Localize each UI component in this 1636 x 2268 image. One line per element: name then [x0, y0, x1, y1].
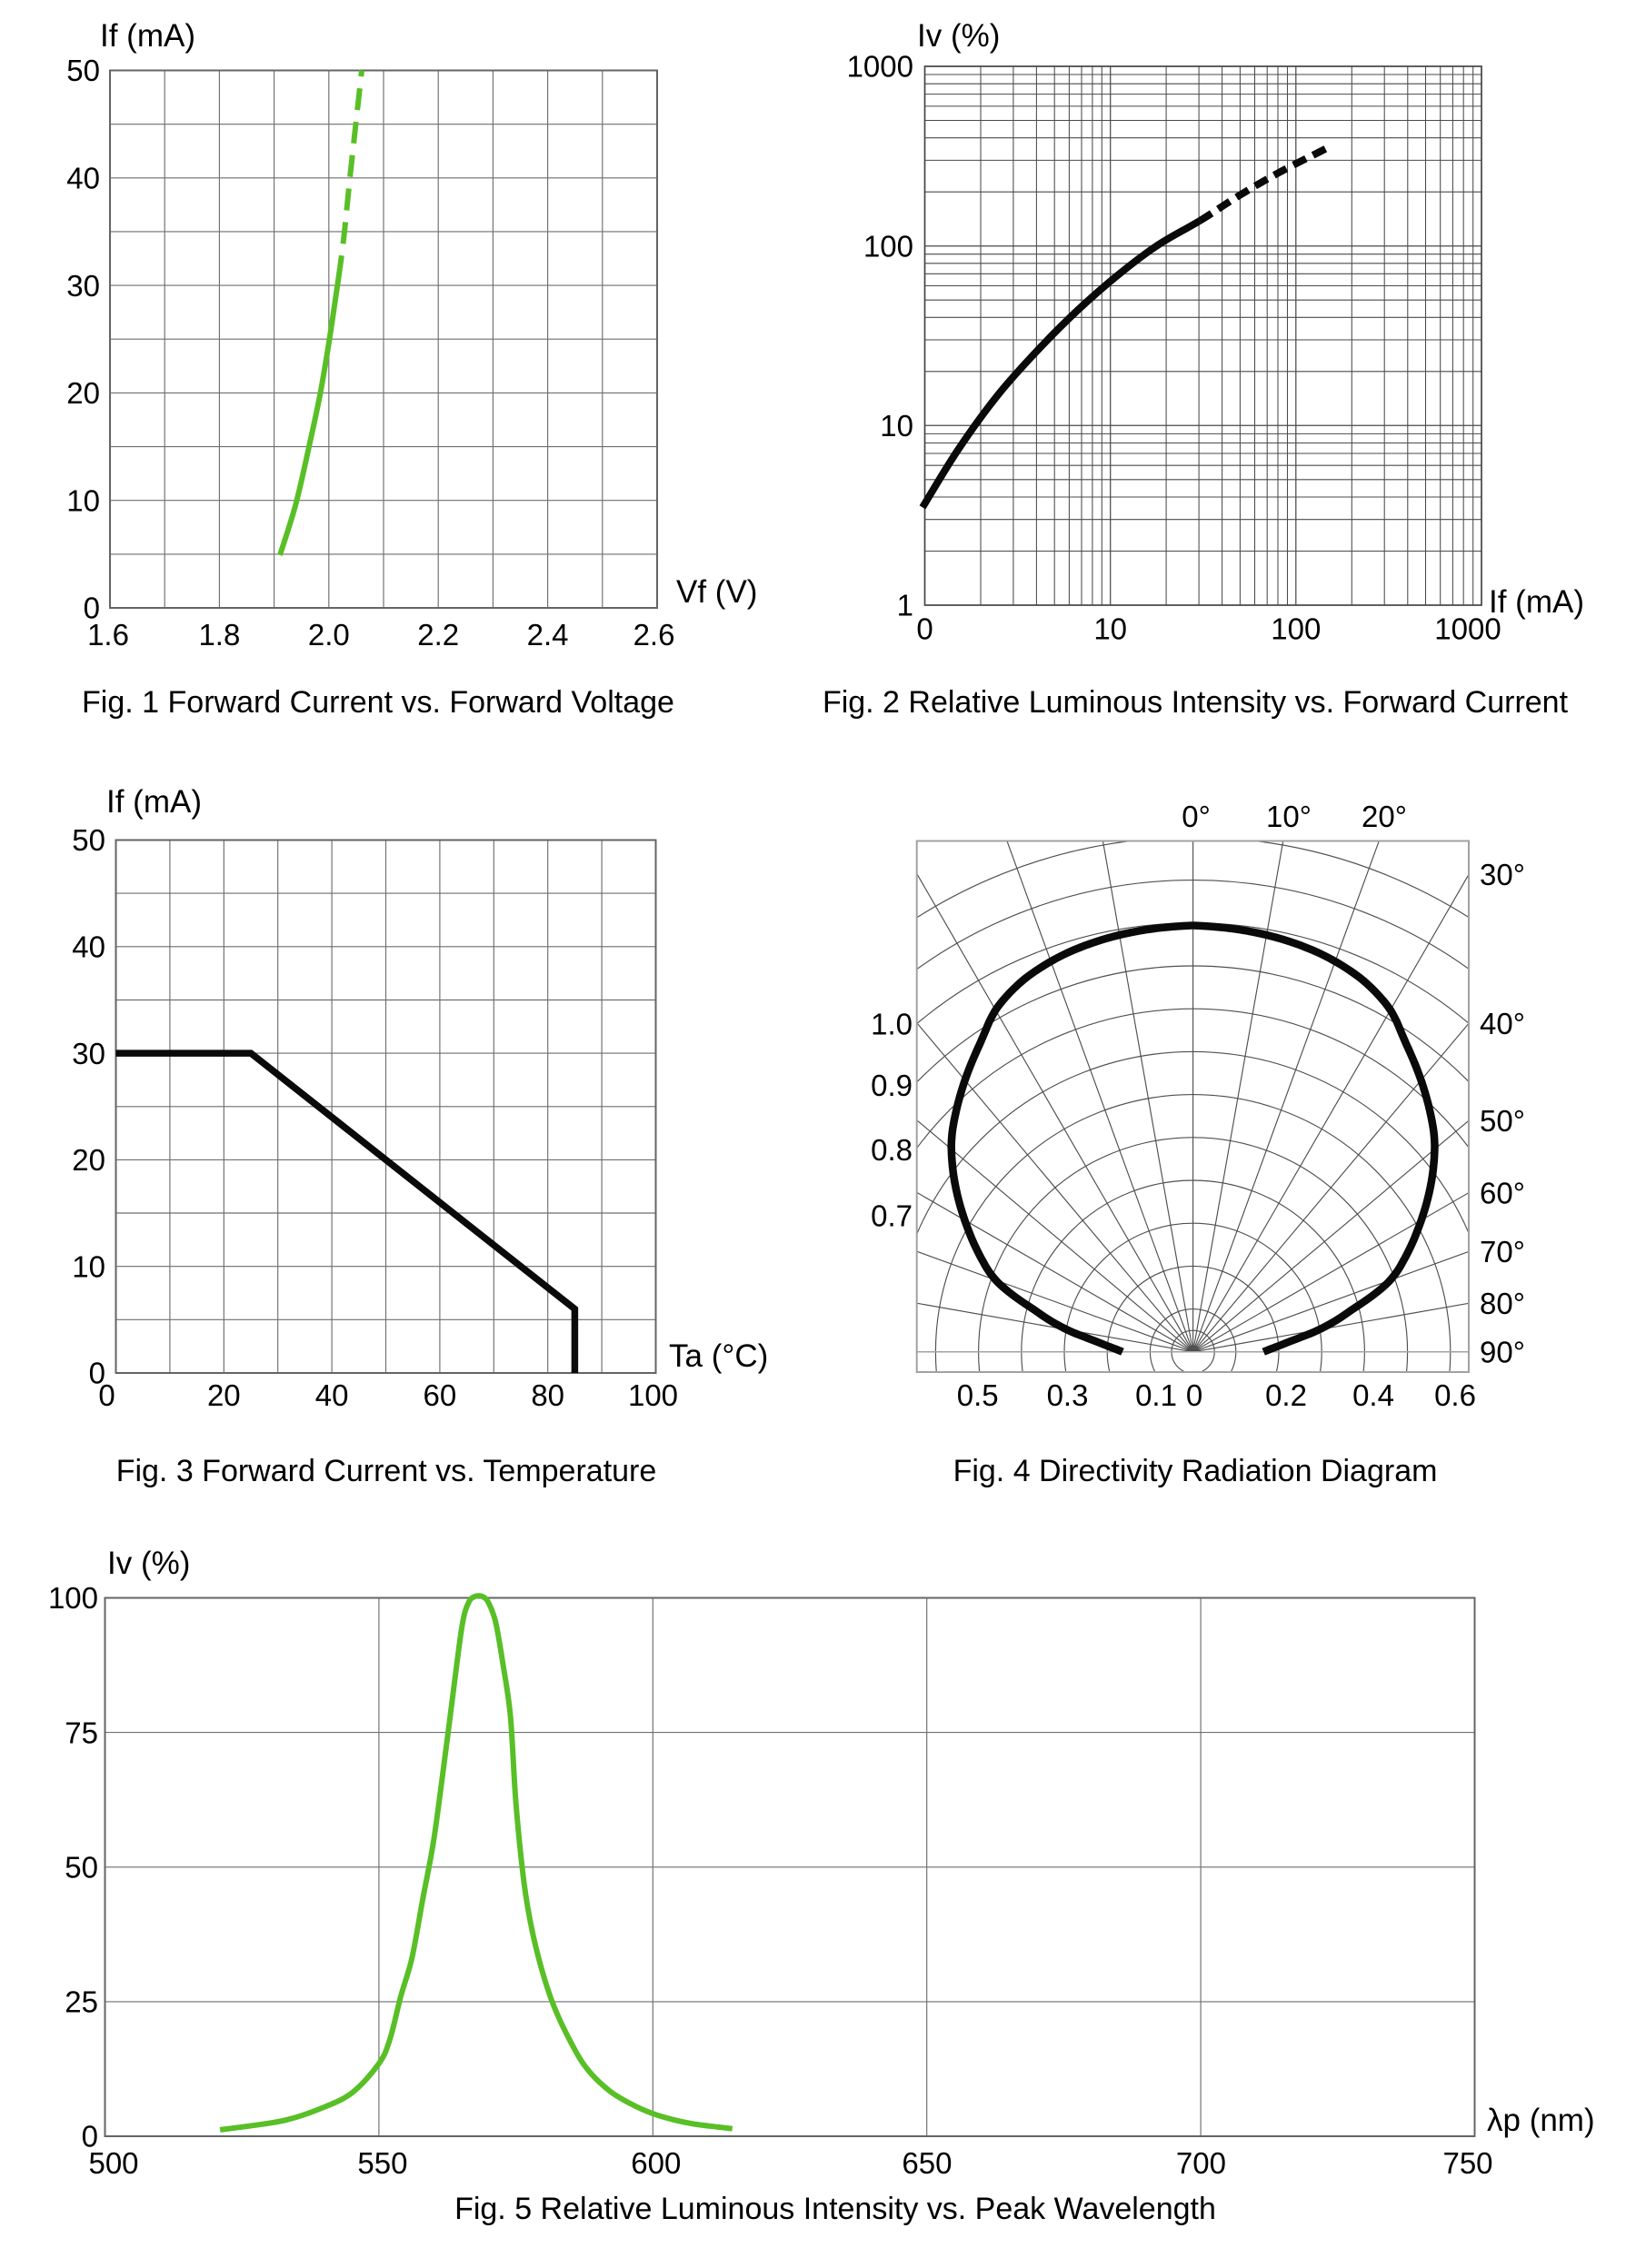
svg-text:1: 1: [897, 589, 913, 622]
svg-text:Vf (V): Vf (V): [676, 574, 757, 610]
svg-text:30: 30: [72, 1037, 105, 1070]
svg-text:0.9: 0.9: [871, 1069, 913, 1102]
svg-text:40°: 40°: [1480, 1007, 1525, 1040]
svg-text:90°: 90°: [1480, 1336, 1525, 1369]
svg-text:40: 40: [72, 930, 105, 964]
svg-text:550: 550: [357, 2146, 407, 2180]
svg-text:Fig. 2 Relative Luminous Inten: Fig. 2 Relative Luminous Intensity vs. F…: [823, 685, 1569, 720]
svg-text:80°: 80°: [1480, 1287, 1525, 1320]
svg-text:0.4: 0.4: [1352, 1378, 1394, 1412]
svg-text:25: 25: [65, 1985, 98, 2019]
svg-text:2.0: 2.0: [308, 618, 350, 652]
svg-text:750: 750: [1442, 2146, 1492, 2180]
svg-text:10: 10: [1093, 612, 1127, 646]
svg-text:0: 0: [916, 612, 933, 646]
svg-text:50: 50: [66, 54, 100, 87]
svg-text:10: 10: [66, 483, 100, 517]
svg-text:20: 20: [207, 1378, 241, 1412]
svg-text:1000: 1000: [1434, 612, 1501, 646]
svg-text:0.2: 0.2: [1265, 1378, 1307, 1412]
svg-text:λp (nm): λp (nm): [1487, 2103, 1595, 2138]
svg-text:0.6: 0.6: [1434, 1378, 1476, 1412]
svg-text:75: 75: [65, 1716, 98, 1749]
svg-text:Ta (°C): Ta (°C): [669, 1338, 768, 1374]
svg-text:Iv (%): Iv (%): [107, 1546, 190, 1581]
svg-text:0: 0: [1186, 1378, 1202, 1412]
svg-text:50: 50: [72, 823, 105, 857]
svg-text:100: 100: [863, 229, 913, 263]
svg-text:40: 40: [315, 1378, 349, 1412]
svg-text:40: 40: [66, 162, 100, 195]
svg-text:20°: 20°: [1362, 800, 1407, 833]
svg-text:0°: 0°: [1182, 800, 1211, 833]
svg-text:Fig. 4 Directivity Radiation D: Fig. 4 Directivity Radiation Diagram: [953, 1454, 1438, 1488]
svg-text:10: 10: [880, 409, 913, 443]
svg-text:50°: 50°: [1480, 1104, 1525, 1138]
svg-text:30°: 30°: [1480, 858, 1525, 891]
svg-text:Fig. 1 Forward Current vs. For: Fig. 1 Forward Current vs. Forward Volta…: [82, 685, 674, 720]
svg-text:10: 10: [72, 1249, 105, 1283]
svg-text:2.2: 2.2: [417, 618, 459, 652]
svg-text:20: 20: [72, 1143, 105, 1177]
svg-text:If (mA): If (mA): [1489, 584, 1584, 620]
svg-text:1.0: 1.0: [871, 1008, 913, 1041]
svg-text:If (mA): If (mA): [100, 18, 195, 54]
svg-text:20: 20: [66, 376, 100, 410]
svg-text:If (mA): If (mA): [106, 784, 202, 820]
svg-text:0: 0: [89, 1357, 105, 1390]
svg-text:0: 0: [98, 1378, 115, 1412]
svg-text:Fig. 3 Forward Current vs. Tem: Fig. 3 Forward Current vs. Temperature: [116, 1454, 657, 1488]
svg-text:1.8: 1.8: [198, 618, 240, 652]
svg-text:700: 700: [1176, 2146, 1226, 2180]
svg-text:100: 100: [48, 1581, 98, 1615]
svg-text:0.3: 0.3: [1047, 1378, 1089, 1412]
svg-text:1000: 1000: [847, 50, 913, 84]
svg-text:100: 100: [628, 1378, 678, 1412]
svg-text:0.7: 0.7: [871, 1199, 913, 1233]
svg-text:100: 100: [1271, 612, 1321, 646]
svg-text:1.6: 1.6: [87, 618, 129, 652]
svg-text:Iv (%): Iv (%): [917, 18, 1000, 54]
svg-text:0: 0: [84, 592, 100, 625]
svg-text:2.4: 2.4: [527, 618, 569, 652]
svg-text:Fig. 5 Relative Luminous Inten: Fig. 5 Relative Luminous Intensity vs. P…: [454, 2192, 1216, 2226]
svg-text:50: 50: [65, 1850, 98, 1884]
svg-text:10°: 10°: [1266, 800, 1312, 833]
svg-text:70°: 70°: [1480, 1235, 1525, 1268]
svg-text:60°: 60°: [1480, 1176, 1525, 1209]
svg-text:600: 600: [631, 2146, 681, 2180]
svg-text:60: 60: [424, 1378, 457, 1412]
svg-text:0: 0: [82, 2120, 98, 2154]
svg-text:0.5: 0.5: [957, 1378, 999, 1412]
svg-text:500: 500: [88, 2146, 138, 2180]
svg-text:0.1: 0.1: [1135, 1378, 1177, 1412]
svg-text:650: 650: [902, 2146, 952, 2180]
svg-text:0.8: 0.8: [871, 1133, 913, 1167]
svg-text:80: 80: [531, 1378, 564, 1412]
svg-text:30: 30: [66, 269, 100, 303]
svg-text:2.6: 2.6: [633, 618, 675, 652]
